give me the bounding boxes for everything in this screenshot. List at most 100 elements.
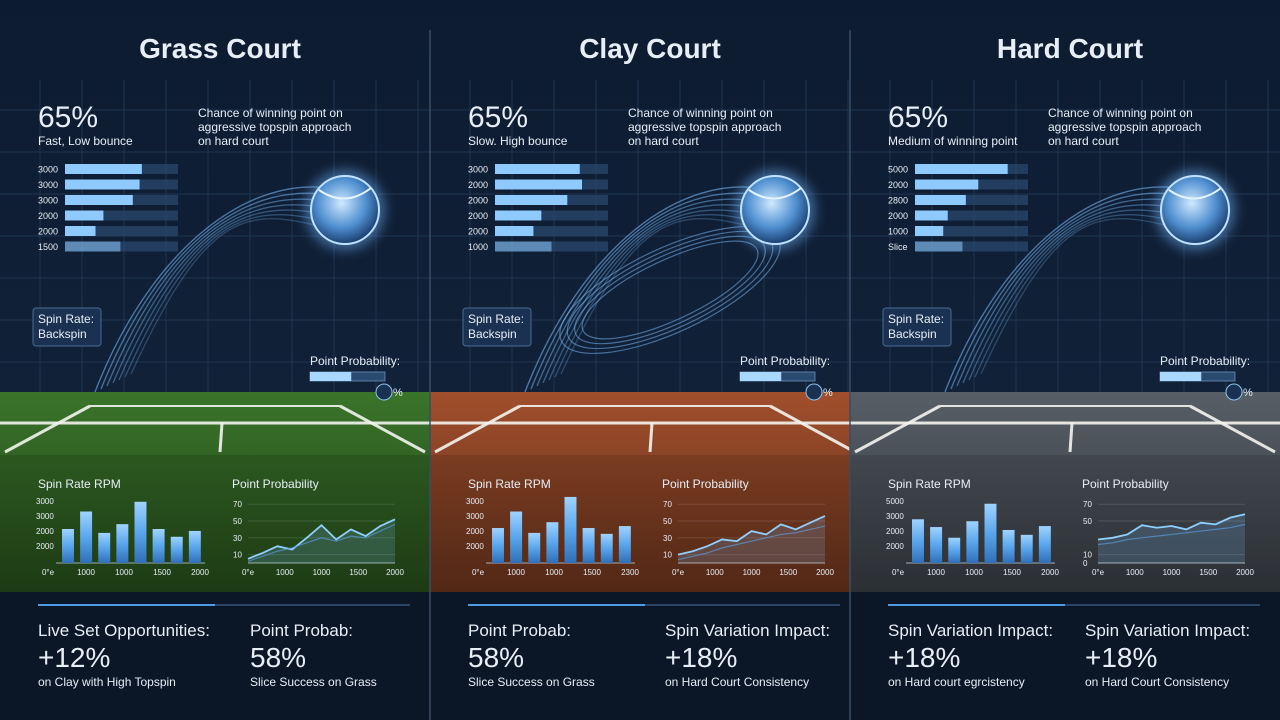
- probability-dial: [1225, 383, 1243, 401]
- court-line: [854, 404, 941, 454]
- rpm-bar: [546, 522, 559, 563]
- description-line: Chance of winning point on: [628, 106, 773, 120]
- footer-stat-value: +12%: [38, 642, 110, 673]
- spin-bar-track: [915, 241, 1028, 252]
- rpm-bar: [170, 536, 183, 563]
- spin-bar-track: [495, 210, 608, 221]
- rpm-bar: [528, 532, 541, 563]
- spin-box: [882, 307, 952, 347]
- stat-caption: Fast, Low bounce: [38, 134, 133, 148]
- spin-bar: [915, 210, 948, 221]
- rpm-bar: [600, 533, 613, 563]
- footer-stat-value: 58%: [468, 642, 524, 673]
- rpm-bar: [1020, 534, 1033, 563]
- rpm-bar: [62, 529, 74, 563]
- ball-trail: [536, 198, 771, 387]
- court-line: [769, 404, 856, 454]
- bar-chart-xlabel: 0°e: [892, 568, 905, 577]
- probability-label: Point Probability:: [740, 354, 830, 368]
- spin-bar-label: 2800: [888, 196, 908, 206]
- footer-stat-caption: on Hard Court Consistency: [665, 675, 809, 689]
- rpm-bar: [510, 511, 523, 563]
- footer-stat-value: 58%: [250, 642, 306, 673]
- spin-bar-label: 2000: [888, 180, 908, 190]
- line-chart-xlabel: 1000: [1126, 568, 1144, 577]
- spin-bar-label: 3000: [38, 196, 58, 206]
- line-chart-xlabel: 2000: [386, 568, 404, 577]
- stat-value: 65%: [468, 101, 528, 134]
- spin-bar-label: 2000: [468, 227, 488, 237]
- bar-chart-ylabel: 2000: [466, 527, 484, 536]
- line-chart-xlabel: 1000: [743, 568, 761, 577]
- spin-bar-label: 2000: [468, 211, 488, 221]
- spin-bar-track: [915, 210, 1028, 221]
- stat-caption: Medium of winning point: [888, 134, 1018, 148]
- footer-stat-label: Point Probab:: [250, 621, 353, 640]
- bar-chart-ylabel: 3000: [36, 497, 54, 506]
- footer-stat-value: +18%: [665, 642, 737, 673]
- court-title: Grass Court: [139, 33, 301, 64]
- bar-chart-xlabel: 0°e: [472, 568, 485, 577]
- footer-stat-caption: on Hard court egrcistency: [888, 675, 1025, 689]
- line-chart-xlabel: 1000: [276, 568, 294, 577]
- spin-bar-track: [915, 226, 1028, 236]
- bar-chart-ylabel: 5000: [886, 497, 904, 506]
- ball-seam: [1168, 187, 1222, 200]
- probability-unit: %: [1243, 387, 1253, 399]
- line-area: [1098, 514, 1245, 563]
- ball-trail: [530, 192, 771, 390]
- spin-box-label: Spin Rate:: [468, 312, 524, 326]
- line-chart-ytick: 0: [1083, 559, 1088, 568]
- bar-chart-ylabel: 3000: [36, 512, 54, 521]
- bar-chart-xlabel: 2000: [1041, 568, 1059, 577]
- footer-stat-label: Live Set Opportunities:: [38, 621, 210, 640]
- spin-box: [462, 307, 532, 347]
- bar-chart-title: Spin Rate RPM: [888, 477, 971, 491]
- rpm-bar: [80, 511, 93, 563]
- description-line: aggressive topspin approach: [198, 120, 351, 134]
- description-line: aggressive topspin approach: [1048, 120, 1201, 134]
- line-chart-ytick: 10: [1083, 551, 1092, 560]
- spin-bar: [915, 195, 966, 205]
- spin-bar: [915, 226, 944, 236]
- court-line: [339, 404, 426, 454]
- bar-chart-xlabel: 1500: [153, 568, 171, 577]
- tennis-ball: [740, 175, 810, 245]
- bar-chart-ylabel: 2000: [36, 527, 54, 536]
- footer-stat-caption: Slice Success on Grass: [250, 675, 377, 689]
- rpm-bar: [984, 503, 997, 563]
- spin-bar: [915, 241, 963, 252]
- spin-bar-label: 3000: [38, 180, 58, 190]
- bar-chart-ylabel: 2000: [36, 542, 54, 551]
- probability-line: [677, 525, 826, 561]
- description-line: on hard court: [198, 134, 269, 148]
- probability-line: [677, 515, 826, 556]
- rpm-bar: [618, 526, 631, 563]
- bar-chart-ylabel: 3000: [466, 497, 484, 506]
- spin-bar-label: 2000: [38, 211, 58, 221]
- spin-bar-label: 2000: [468, 196, 488, 206]
- court-panel: Grass Court 65%Fast, Low bounce Chance of …: [0, 33, 430, 689]
- spin-bar: [65, 226, 96, 236]
- ball-trail: [100, 192, 341, 390]
- spin-bar: [65, 164, 142, 174]
- probability-label: Point Probability:: [310, 354, 400, 368]
- description-line: Chance of winning point on: [1048, 106, 1193, 120]
- footer-stat-label: Spin Variation Impact:: [888, 621, 1053, 640]
- probability-line: [1097, 523, 1246, 546]
- spin-bar: [65, 195, 133, 205]
- line-chart-ytick: 50: [663, 517, 672, 526]
- court-line: [1189, 404, 1276, 454]
- line-chart-xlabel: 2000: [1236, 568, 1254, 577]
- line-chart-xlabel: 0°e: [242, 568, 255, 577]
- line-chart-xlabel: 1000: [1163, 568, 1181, 577]
- bar-chart-xlabel: 1500: [583, 568, 601, 577]
- bar-chart-title: Spin Rate RPM: [468, 477, 551, 491]
- ball-trail: [106, 198, 341, 387]
- probability-dial: [805, 383, 823, 401]
- line-chart-ytick: 70: [663, 500, 672, 509]
- bar-chart-ylabel: 2000: [466, 542, 484, 551]
- bar-chart-title: Spin Rate RPM: [38, 477, 121, 491]
- line-chart-ytick: 30: [663, 534, 672, 543]
